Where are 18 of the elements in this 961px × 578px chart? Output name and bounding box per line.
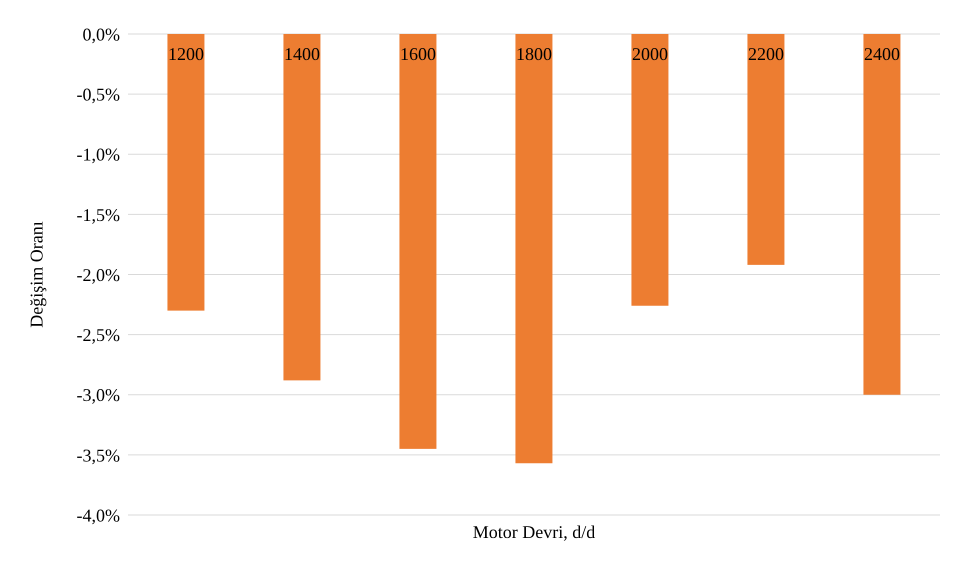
x-tick-label: 2000 <box>632 44 668 64</box>
x-tick-label: 2200 <box>748 44 784 64</box>
y-tick-label: 0,0% <box>82 24 120 44</box>
y-tick-label: -1,5% <box>76 204 120 225</box>
x-tick-label: 2400 <box>864 44 900 64</box>
y-tick-label: -3,0% <box>76 385 120 406</box>
x-tick-label: 1400 <box>284 44 320 64</box>
x-tick-label: 1600 <box>400 44 436 64</box>
x-tick-label: 1800 <box>516 44 552 64</box>
y-tick-label: -1,0% <box>76 144 120 165</box>
y-tick-label: -0,5% <box>76 84 120 105</box>
y-tick-label: -2,5% <box>76 325 120 346</box>
y-tick-label: -4,0% <box>76 505 120 526</box>
y-tick-label: -3,5% <box>76 445 120 466</box>
x-axis-title: Motor Devri, d/d <box>472 522 596 543</box>
y-axis-title: Değişim Oranı <box>26 221 46 328</box>
x-tick-label: 1200 <box>168 44 204 64</box>
y-tick-label: -2,0% <box>76 264 120 285</box>
